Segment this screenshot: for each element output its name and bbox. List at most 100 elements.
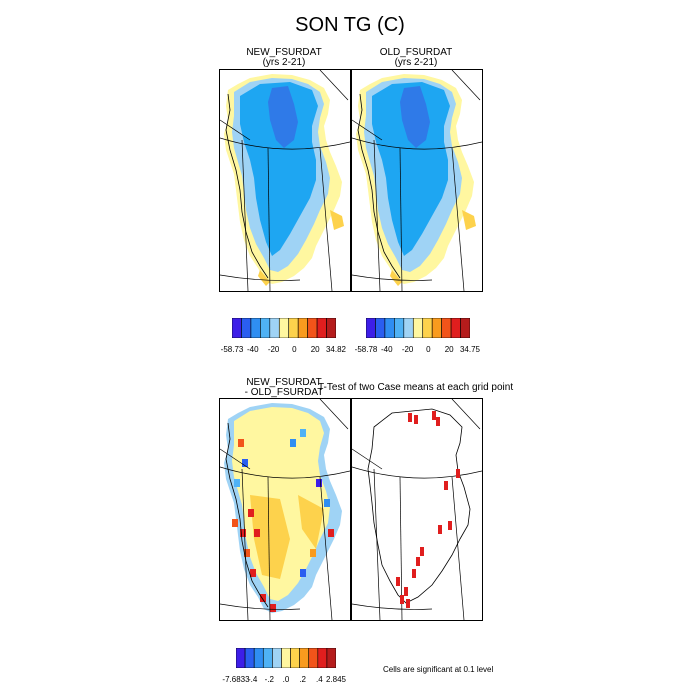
latitude-line <box>352 603 433 610</box>
longitude-line <box>241 468 249 620</box>
significant-cell <box>420 547 424 556</box>
colorbar-swatch <box>235 647 246 669</box>
colorbar-swatch <box>278 317 290 339</box>
greenland-map-new <box>220 70 350 291</box>
diff-grid-cell <box>238 439 244 447</box>
colorbar-swatch <box>244 647 255 669</box>
latitude-line <box>352 466 482 479</box>
longitude-line <box>451 147 465 291</box>
colorbar-swatch <box>422 317 433 339</box>
longitude-line <box>451 399 481 430</box>
diff-grid-cell <box>316 479 322 487</box>
latitude-line <box>220 603 301 610</box>
colorbar-swatch <box>290 647 300 669</box>
panel-old-subtitle: (yrs 2-21) <box>394 57 438 68</box>
colorbar-tick-label: -58.78 <box>354 345 378 354</box>
latitude-line <box>352 137 482 150</box>
colorbar-old: -58.78 -40 -20 0 20 34.75 <box>355 317 480 358</box>
map-panel-diff <box>219 398 351 621</box>
panel-old-title-block: OLD_FSURDAT (yrs 2-21) <box>351 48 481 68</box>
colorbar-tick-label: 0 <box>292 345 297 354</box>
colorbar-tick-label: .2 <box>299 675 306 684</box>
panel-new-title-block: NEW_FSURDAT (yrs 2-21) <box>219 48 349 68</box>
diff-grid-cell <box>232 519 238 527</box>
colorbar-tick-label: 2.845 <box>325 675 347 684</box>
diff-grid-cell <box>328 529 334 537</box>
colorbar-swatch <box>460 317 471 339</box>
diff-grid-cell <box>240 529 246 537</box>
colorbar-swatch <box>441 317 452 339</box>
colorbar-swatch <box>326 317 337 339</box>
longitude-line <box>319 147 333 291</box>
colorbar-swatch <box>403 317 414 339</box>
colorbar-swatch <box>375 317 386 339</box>
colorbar-tick-label: -7.6833 <box>222 675 250 684</box>
colorbar-swatch <box>241 317 252 339</box>
coastline <box>367 408 471 604</box>
colorbar-tick-label: .4 <box>315 675 323 684</box>
colorbar-tick-label: -58.73 <box>220 345 244 354</box>
longitude-line <box>352 119 383 141</box>
longitude-line <box>352 448 383 470</box>
coastline <box>225 93 269 279</box>
ice-sheet-mid <box>240 82 318 256</box>
colorbar-tick-label: -.2 <box>264 675 274 684</box>
colorbar-diff-swatches <box>235 647 337 669</box>
diff-grid-cell <box>244 549 250 557</box>
coastal-warm-patch <box>330 210 344 230</box>
colorbar-tick-label: 20 <box>310 345 320 354</box>
panel-new-title: NEW_FSURDAT <box>246 47 322 58</box>
longitude-line <box>220 448 251 470</box>
latitude-line <box>220 137 350 150</box>
colorbar-swatch <box>297 317 308 339</box>
colorbar-new-swatches <box>231 317 337 339</box>
longitude-line <box>267 476 271 620</box>
map-panel-new <box>219 69 351 292</box>
colorbar-swatch <box>231 317 242 339</box>
latitude-line <box>352 274 433 281</box>
colorbar-tick-label: -20 <box>267 345 280 354</box>
diff-grid-cell <box>234 479 240 487</box>
colorbar-swatch <box>269 317 280 339</box>
colorbar-tick-label: 34.75 <box>459 345 481 354</box>
diff-grid-cell <box>260 594 266 602</box>
colorbar-tick-label: .0 <box>282 675 290 684</box>
map-panel-old <box>351 69 483 292</box>
panel-diff-title-block: NEW_FSURDAT - OLD_FSURDAT <box>219 378 349 398</box>
coastal-warm-patch <box>390 270 402 286</box>
diff-grid-cell <box>310 549 316 557</box>
latitude-line <box>220 466 350 479</box>
colorbar-tick-label: 0 <box>426 345 431 354</box>
coastline <box>357 93 401 279</box>
diff-grid-cell <box>248 509 254 517</box>
panel-ttest-title: T-Test of two Case means at each grid po… <box>318 382 514 393</box>
significant-cell <box>432 411 436 420</box>
coastal-warm-patch <box>258 270 270 286</box>
diff-grid-cell <box>254 529 260 537</box>
map-panel-ttest <box>351 398 483 621</box>
diff-grid-cell <box>250 569 256 577</box>
colorbar-tick-label: 34.82 <box>325 345 347 354</box>
colorbar-swatch <box>308 647 319 669</box>
colorbar-swatch <box>450 317 461 339</box>
diff-grid-cell <box>324 499 330 507</box>
colorbar-swatch <box>260 317 271 339</box>
longitude-line <box>319 476 333 620</box>
greenland-map-diff <box>220 399 350 620</box>
colorbar-tick-label: -20 <box>401 345 414 354</box>
colorbar-swatch <box>316 317 327 339</box>
longitude-line <box>373 468 381 620</box>
colorbar-swatch <box>317 647 328 669</box>
ice-sheet-core <box>268 86 298 148</box>
greenland-map-old <box>352 70 482 291</box>
colorbar-new: -58.73 -40 -20 0 20 34.82 <box>221 317 346 358</box>
colorbar-swatch <box>250 317 261 339</box>
longitude-line <box>399 147 403 291</box>
diff-grid-cell <box>300 429 306 437</box>
significant-cell <box>412 569 416 578</box>
page-title: SON TG (C) <box>295 14 405 36</box>
diff-warm-region <box>250 495 290 579</box>
colorbar-tick-label: -40 <box>247 345 259 354</box>
panel-diff-title-line1: NEW_FSURDAT <box>246 377 322 388</box>
diff-grid-cell <box>300 569 306 577</box>
